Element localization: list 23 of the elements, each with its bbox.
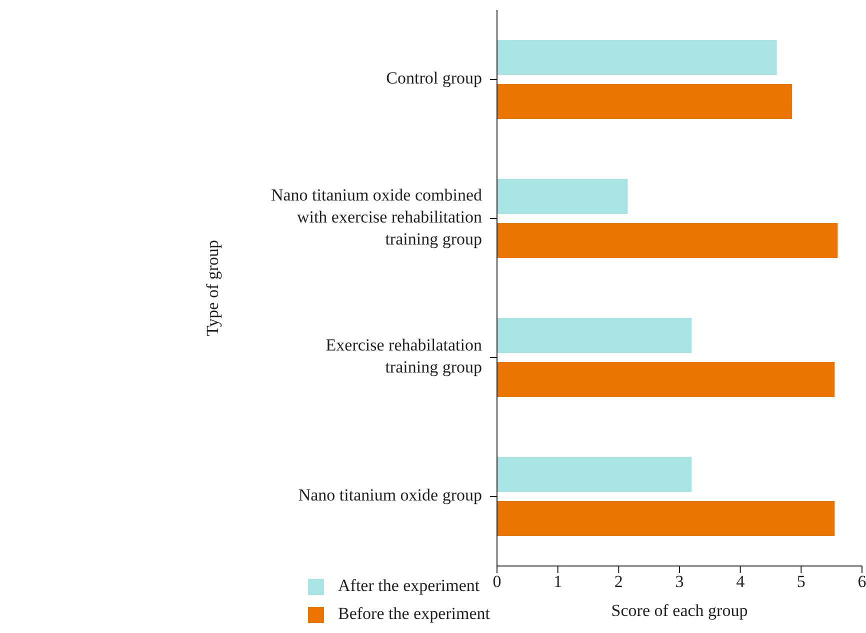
x-tick-label: 3 — [675, 572, 684, 592]
x-axis-title: Score of each group — [611, 601, 748, 620]
x-tick-label: 5 — [796, 572, 806, 592]
legend-label: Before the experiment — [338, 604, 490, 623]
x-tick-label: 2 — [614, 572, 623, 592]
bar — [497, 362, 835, 397]
x-tick-label: 0 — [492, 572, 502, 592]
x-tick-label: 4 — [736, 572, 746, 592]
x-tick-label: 1 — [554, 572, 562, 592]
y-tick-label: Exercise rehabilatation training group — [326, 335, 482, 376]
legend-label: After the experiment — [338, 576, 480, 595]
y-tick-label: Nano titanium oxide group — [298, 485, 482, 504]
y-tick-label: Nano titanium oxide combined with exercise rehabilitation training group — [270, 185, 482, 248]
bar — [497, 40, 777, 75]
bar — [497, 457, 692, 492]
y-axis-title: Type of group — [203, 240, 222, 336]
bar — [497, 179, 628, 214]
bar — [497, 501, 835, 536]
bar — [497, 84, 792, 119]
bar — [497, 223, 838, 258]
x-tick-label: 6 — [858, 572, 866, 592]
y-tick-label: Control group — [386, 68, 482, 88]
bar — [497, 318, 692, 353]
